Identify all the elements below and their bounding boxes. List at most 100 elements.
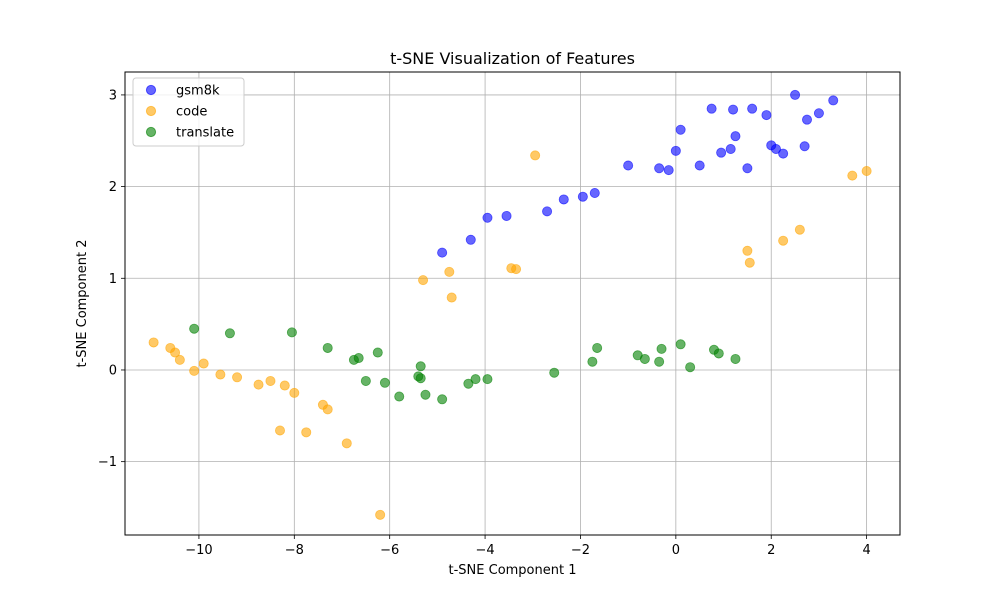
data-point-gsm8k — [465, 234, 476, 245]
data-point-code — [511, 264, 522, 275]
x-tick-label: −4 — [475, 543, 494, 558]
data-point-code — [265, 375, 276, 386]
data-point-translate — [470, 374, 481, 385]
data-point-gsm8k — [828, 95, 839, 106]
data-point-gsm8k — [747, 103, 758, 114]
data-point-code — [742, 245, 753, 256]
data-point-translate — [463, 378, 474, 389]
data-point-gsm8k — [799, 141, 810, 152]
data-point-translate — [549, 367, 560, 378]
data-point-translate — [322, 342, 333, 353]
y-tick-label: 3 — [109, 88, 117, 103]
x-tick-label: −8 — [285, 543, 304, 558]
data-point-gsm8k — [589, 188, 600, 199]
data-point-translate — [372, 347, 383, 358]
data-point-translate — [415, 361, 426, 372]
data-point-translate — [379, 377, 390, 388]
x-axis-title: t-SNE Component 1 — [449, 563, 577, 578]
data-point-gsm8k — [501, 210, 512, 221]
data-point-translate — [415, 373, 426, 384]
legend-marker-gsm8k — [145, 84, 157, 96]
x-tick-label: 4 — [862, 543, 870, 558]
data-point-code — [847, 170, 858, 181]
data-point-gsm8k — [675, 124, 686, 135]
y-tick-label: 0 — [109, 363, 117, 378]
data-point-code — [148, 337, 159, 348]
x-tick-label: 2 — [767, 543, 775, 558]
data-point-code — [418, 275, 429, 286]
x-tick-label: −6 — [380, 543, 399, 558]
data-point-gsm8k — [725, 144, 736, 155]
data-point-code — [189, 365, 200, 376]
data-point-gsm8k — [670, 145, 681, 156]
data-point-code — [274, 425, 285, 436]
data-point-gsm8k — [542, 206, 553, 217]
data-point-code — [444, 266, 455, 277]
data-point-gsm8k — [482, 212, 493, 223]
data-point-gsm8k — [813, 108, 824, 119]
data-point-translate — [685, 362, 696, 373]
legend-marker-translate — [145, 126, 157, 138]
legend: gsm8k code translate — [132, 77, 245, 147]
data-point-code — [279, 380, 290, 391]
data-point-translate — [654, 356, 665, 367]
legend-marker-code — [145, 105, 157, 117]
data-point-code — [301, 427, 312, 438]
data-point-gsm8k — [802, 114, 813, 125]
data-point-translate — [482, 374, 493, 385]
legend-label-gsm8k: gsm8k — [176, 84, 220, 99]
data-point-code — [446, 292, 457, 303]
data-point-gsm8k — [728, 104, 739, 115]
data-point-gsm8k — [654, 163, 665, 174]
data-point-translate — [587, 356, 598, 367]
data-point-gsm8k — [663, 165, 674, 176]
data-point-translate — [656, 343, 667, 354]
data-point-translate — [286, 327, 297, 338]
data-point-gsm8k — [437, 247, 448, 258]
legend-label-translate: translate — [176, 126, 234, 141]
data-point-gsm8k — [694, 160, 705, 171]
data-point-code — [198, 358, 209, 369]
data-point-translate — [420, 389, 431, 400]
data-point-code — [778, 235, 789, 246]
data-point-gsm8k — [771, 144, 782, 155]
data-point-gsm8k — [730, 131, 741, 142]
data-point-translate — [353, 353, 364, 364]
data-point-gsm8k — [742, 163, 753, 174]
data-point-translate — [730, 353, 741, 364]
data-point-translate — [639, 353, 650, 364]
data-point-code — [215, 369, 226, 380]
data-point-code — [170, 347, 181, 358]
data-point-translate — [224, 328, 235, 339]
data-point-code — [861, 166, 872, 177]
data-point-gsm8k — [716, 147, 727, 158]
data-point-translate — [189, 323, 200, 334]
data-point-gsm8k — [577, 191, 588, 202]
y-tick-label: 2 — [109, 180, 117, 195]
x-tick-label: −10 — [185, 543, 212, 558]
data-point-code — [744, 257, 755, 268]
data-point-code — [232, 372, 243, 383]
data-point-translate — [394, 391, 405, 402]
data-point-gsm8k — [778, 148, 789, 159]
data-point-translate — [675, 339, 686, 350]
x-tick-label: 0 — [672, 543, 680, 558]
data-point-code — [530, 150, 541, 161]
y-tick-label: 1 — [109, 272, 117, 287]
data-point-code — [375, 509, 386, 520]
data-point-translate — [592, 342, 603, 353]
data-point-gsm8k — [623, 160, 634, 171]
data-point-code — [341, 438, 352, 449]
y-axis-title: t-SNE Component 2 — [75, 240, 90, 368]
data-point-translate — [437, 394, 448, 405]
data-point-code — [289, 387, 300, 398]
chart-title: t-SNE Visualization of Features — [390, 49, 635, 68]
data-point-gsm8k — [558, 194, 569, 205]
data-point-code — [794, 224, 805, 235]
points-layer — [148, 89, 872, 520]
data-point-translate — [360, 375, 371, 386]
data-point-code — [253, 379, 264, 390]
data-point-gsm8k — [761, 110, 772, 121]
